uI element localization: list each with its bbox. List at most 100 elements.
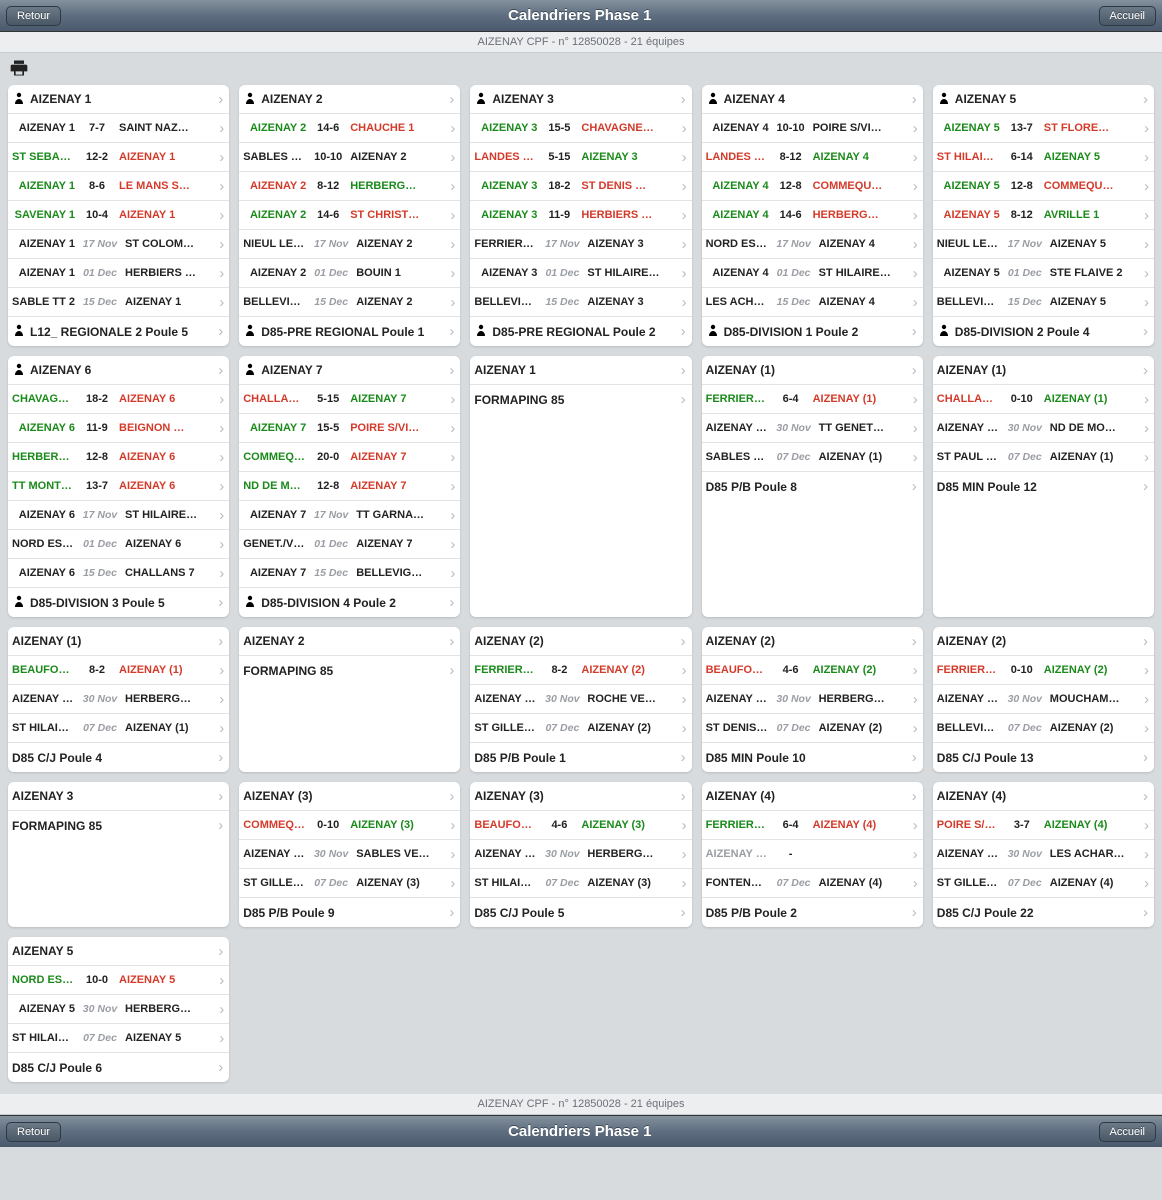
card-footer[interactable]: D85-PRE REGIONAL Poule 1› (239, 317, 460, 346)
match-row[interactable]: BEAUFOU (1)4-6AIZENAY (2)› (702, 656, 923, 685)
match-row[interactable]: CHALLANS 115-15AIZENAY 7› (239, 385, 460, 414)
match-row[interactable]: AIZENAY 17-7SAINT NAZ…› (8, 114, 229, 143)
match-row[interactable]: NIEUL LE D…17 NovAIZENAY 2› (239, 230, 460, 259)
card-footer[interactable]: D85-DIVISION 2 Poule 4› (933, 317, 1154, 346)
card-header[interactable]: AIZENAY (1)› (933, 356, 1154, 385)
match-row[interactable]: BELLEVIGN…15 DecAIZENAY 3› (470, 288, 691, 317)
match-row[interactable]: AIZENAY (4)30 NovLES ACHAR…› (933, 840, 1154, 869)
info-row[interactable]: FORMAPING 85› (239, 656, 460, 685)
match-row[interactable]: SABLE TT 215 DecAIZENAY 1› (8, 288, 229, 317)
match-row[interactable]: BEAUFOU 18-2AIZENAY (1)› (8, 656, 229, 685)
card-footer[interactable]: D85 C/J Poule 5› (470, 898, 691, 927)
match-row[interactable]: AIZENAY 715 DecBELLEVIG…› (239, 559, 460, 588)
match-row[interactable]: NORD EST …17 NovAIZENAY 4› (702, 230, 923, 259)
card-header[interactable]: AIZENAY 3› (470, 85, 691, 114)
match-row[interactable]: ST HILAIRE …07 DecAIZENAY (1)› (8, 714, 229, 743)
match-row[interactable]: ND DE MON…12-8AIZENAY 7› (239, 472, 460, 501)
card-header[interactable]: AIZENAY 5› (8, 937, 229, 966)
card-footer[interactable]: D85 MIN Poule 10› (702, 743, 923, 772)
match-row[interactable]: ST HILAIRE …6-14AIZENAY 5› (933, 143, 1154, 172)
match-row[interactable]: TT MONTS …13-7AIZENAY 6› (8, 472, 229, 501)
card-header[interactable]: AIZENAY 2› (239, 85, 460, 114)
match-row[interactable]: ST HILAIRE …07 DecAIZENAY 5› (8, 1024, 229, 1053)
match-row[interactable]: ST GILLES …07 DecAIZENAY (4)› (933, 869, 1154, 898)
match-row[interactable]: AIZENAY (2)30 NovROCHE VE…› (470, 685, 691, 714)
match-row[interactable]: AIZENAY 301 DecST HILAIRE…› (470, 259, 691, 288)
card-footer[interactable]: D85 P/B Poule 9› (239, 898, 460, 927)
card-footer[interactable]: D85 C/J Poule 13› (933, 743, 1154, 772)
match-row[interactable]: AIZENAY 101 DecHERBIERS …› (8, 259, 229, 288)
match-row[interactable]: LANDES GE…8-12AIZENAY 4› (702, 143, 923, 172)
print-icon[interactable] (8, 57, 30, 79)
match-row[interactable]: AIZENAY 214-6ST CHRIST…› (239, 201, 460, 230)
card-footer[interactable]: D85-PRE REGIONAL Poule 2› (470, 317, 691, 346)
match-row[interactable]: AIZENAY (2)30 NovHERBERG…› (702, 685, 923, 714)
card-header[interactable]: AIZENAY (4)› (933, 782, 1154, 811)
match-row[interactable]: AIZENAY 28-12HERBERG…› (239, 172, 460, 201)
info-row[interactable]: FORMAPING 85› (470, 385, 691, 414)
match-row[interactable]: SABLES VE…10-10AIZENAY 2› (239, 143, 460, 172)
match-row[interactable]: SABLES VE…07 DecAIZENAY (1)› (702, 443, 923, 472)
match-row[interactable]: AIZENAY 315-5CHAVAGNE…› (470, 114, 691, 143)
match-row[interactable]: AIZENAY 18-6LE MANS S…› (8, 172, 229, 201)
match-row[interactable]: ST HILAIRE …07 DecAIZENAY (3)› (470, 869, 691, 898)
match-row[interactable]: FERRIERE V…6-4AIZENAY (1)› (702, 385, 923, 414)
card-footer[interactable]: D85 C/J Poule 4› (8, 743, 229, 772)
match-row[interactable]: BELLEVIGN…07 DecAIZENAY (2)› (933, 714, 1154, 743)
card-header[interactable]: AIZENAY (2)› (470, 627, 691, 656)
match-row[interactable]: HERBERGE…12-8AIZENAY 6› (8, 443, 229, 472)
match-row[interactable]: LANDES GE…5-15AIZENAY 3› (470, 143, 691, 172)
match-row[interactable]: ST PAUL EN…07 DecAIZENAY (1)› (933, 443, 1154, 472)
card-footer[interactable]: L12_ REGIONALE 2 Poule 5› (8, 317, 229, 346)
match-row[interactable]: AIZENAY 530 NovHERBERG…› (8, 995, 229, 1024)
match-row[interactable]: AIZENAY 717 NovTT GARNA…› (239, 501, 460, 530)
home-button-bottom[interactable]: Accueil (1099, 1122, 1156, 1142)
card-footer[interactable]: D85 C/J Poule 22› (933, 898, 1154, 927)
match-row[interactable]: POIRE S/VIE…3-7AIZENAY (4)› (933, 811, 1154, 840)
match-row[interactable]: AIZENAY 617 NovST HILAIRE…› (8, 501, 229, 530)
info-row[interactable]: FORMAPING 85› (8, 811, 229, 840)
match-row[interactable]: AIZENAY 615 DecCHALLANS 7› (8, 559, 229, 588)
match-row[interactable]: COMMEQUI…0-10AIZENAY (3)› (239, 811, 460, 840)
card-header[interactable]: AIZENAY 1› (8, 85, 229, 114)
match-row[interactable]: AIZENAY (3)30 NovHERBERG…› (470, 840, 691, 869)
card-footer[interactable]: D85 P/B Poule 8› (702, 472, 923, 501)
match-row[interactable]: ST DENIS C…07 DecAIZENAY (2)› (702, 714, 923, 743)
back-button[interactable]: Retour (6, 6, 61, 26)
match-row[interactable]: ST SEBASTI…12-2AIZENAY 1› (8, 143, 229, 172)
card-header[interactable]: AIZENAY 1› (470, 356, 691, 385)
match-row[interactable]: CHALLANS (1)0-10AIZENAY (1)› (933, 385, 1154, 414)
card-header[interactable]: AIZENAY 3› (8, 782, 229, 811)
match-row[interactable]: SAVENAY 110-4AIZENAY 1› (8, 201, 229, 230)
match-row[interactable]: NIEUL LE D…17 NovAIZENAY 5› (933, 230, 1154, 259)
match-row[interactable]: AIZENAY 401 DecST HILAIRE…› (702, 259, 923, 288)
card-footer[interactable]: D85-DIVISION 4 Poule 2› (239, 588, 460, 617)
match-row[interactable]: FONTENAY …07 DecAIZENAY (4)› (702, 869, 923, 898)
match-row[interactable]: AIZENAY 410-10POIRE S/VI…› (702, 114, 923, 143)
match-row[interactable]: AIZENAY 412-8COMMEQU…› (702, 172, 923, 201)
match-row[interactable]: AIZENAY 611-9BEIGNON …› (8, 414, 229, 443)
home-button[interactable]: Accueil (1099, 6, 1156, 26)
match-row[interactable]: ST GILLES …07 DecAIZENAY (3)› (239, 869, 460, 898)
match-row[interactable]: AIZENAY (4)-› (702, 840, 923, 869)
match-row[interactable]: BELLEVIGN…15 DecAIZENAY 5› (933, 288, 1154, 317)
match-row[interactable]: CHAVAGNES…18-2AIZENAY 6› (8, 385, 229, 414)
card-header[interactable]: AIZENAY (1)› (8, 627, 229, 656)
card-header[interactable]: AIZENAY (3)› (239, 782, 460, 811)
match-row[interactable]: BEAUFOU (2)4-6AIZENAY (3)› (470, 811, 691, 840)
match-row[interactable]: AIZENAY 58-12AVRILLE 1› (933, 201, 1154, 230)
card-footer[interactable]: D85 P/B Poule 1› (470, 743, 691, 772)
card-header[interactable]: AIZENAY (2)› (933, 627, 1154, 656)
card-header[interactable]: AIZENAY 6› (8, 356, 229, 385)
match-row[interactable]: AIZENAY 715-5POIRE S/VI…› (239, 414, 460, 443)
match-row[interactable]: FERRIERE V…17 NovAIZENAY 3› (470, 230, 691, 259)
card-footer[interactable]: D85-DIVISION 3 Poule 5› (8, 588, 229, 617)
card-footer[interactable]: D85 P/B Poule 2› (702, 898, 923, 927)
back-button-bottom[interactable]: Retour (6, 1122, 61, 1142)
card-header[interactable]: AIZENAY (4)› (702, 782, 923, 811)
card-header[interactable]: AIZENAY 7› (239, 356, 460, 385)
match-row[interactable]: COMMEQUI…20-0AIZENAY 7› (239, 443, 460, 472)
match-row[interactable]: FERRIERE V…0-10AIZENAY (2)› (933, 656, 1154, 685)
card-header[interactable]: AIZENAY (3)› (470, 782, 691, 811)
match-row[interactable]: AIZENAY (3)30 NovSABLES VE…› (239, 840, 460, 869)
